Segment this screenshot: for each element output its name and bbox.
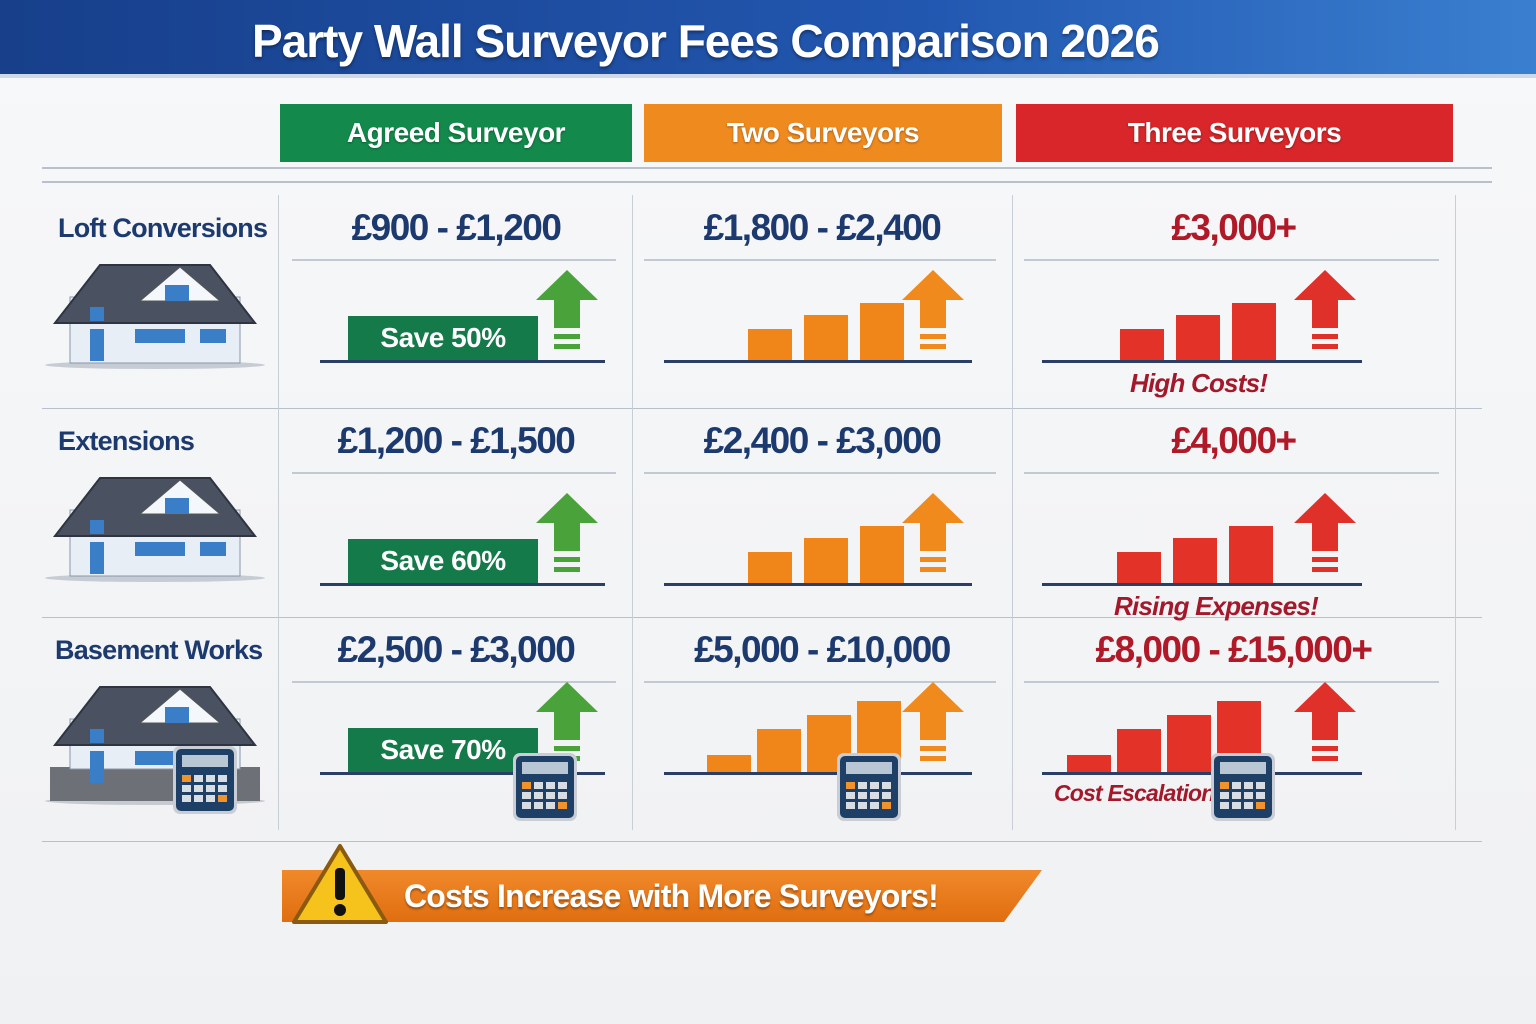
row-divider xyxy=(42,841,1482,842)
chart-baseline xyxy=(664,360,972,363)
house-icon xyxy=(40,470,270,605)
divider xyxy=(292,472,616,474)
page-title: Party Wall Surveyor Fees Comparison 2026 xyxy=(252,15,1160,67)
row-label: Basement Works xyxy=(55,635,263,665)
fee-range: £1,800 - £2,400 xyxy=(703,207,942,248)
cost-bar xyxy=(1167,715,1211,772)
divider xyxy=(1024,472,1439,474)
fee-cell: £2,400 - £3,000 xyxy=(632,408,1012,617)
house-icon xyxy=(40,257,270,392)
column-divider xyxy=(632,195,633,830)
cost-bar xyxy=(1117,552,1161,583)
row-divider xyxy=(42,408,1482,409)
fee-cell: £1,200 - £1,500 Save 60% xyxy=(280,408,632,617)
fee-range: £2,400 - £3,000 xyxy=(703,420,942,461)
calculator-icon xyxy=(512,752,578,827)
chart-baseline xyxy=(1042,583,1362,586)
cost-bar xyxy=(1120,329,1164,360)
savings-badge: Save 60% xyxy=(348,539,538,583)
chart-baseline xyxy=(1042,360,1362,363)
fee-cell: £4,000+ Rising Expenses! xyxy=(1012,408,1455,621)
fee-range: £900 - £1,200 xyxy=(351,207,562,248)
savings-badge: Save 50% xyxy=(348,316,538,360)
calculator-icon xyxy=(836,752,902,827)
calculator-icon xyxy=(172,745,238,820)
row-label: Loft Conversions xyxy=(58,213,268,243)
warning-note: Rising Expenses! xyxy=(1114,591,1319,621)
arrow-up-icon xyxy=(1294,493,1356,586)
cost-bar xyxy=(860,303,904,360)
warning-note: Cost Escalation! xyxy=(1054,780,1222,806)
arrow-up-icon xyxy=(902,270,964,363)
column-divider xyxy=(278,195,279,830)
cost-bar xyxy=(748,552,792,583)
chart-baseline xyxy=(664,583,972,586)
cost-bar xyxy=(860,526,904,583)
cost-bar xyxy=(1067,755,1111,772)
fee-range: £2,500 - £3,000 xyxy=(337,629,576,670)
row-divider xyxy=(42,617,1482,618)
divider xyxy=(42,181,1492,183)
fee-range: £5,000 - £10,000 xyxy=(694,629,951,670)
calculator-icon xyxy=(1210,752,1276,827)
cost-bar xyxy=(1117,729,1161,772)
fee-cell: £1,800 - £2,400 xyxy=(632,195,1012,408)
fee-cell: £3,000+ High Costs! xyxy=(1012,195,1455,408)
column-header-0: Agreed Surveyor xyxy=(280,104,632,162)
arrow-up-icon xyxy=(1294,682,1356,775)
savings-badge: Save 70% xyxy=(348,728,538,772)
title-banner: Party Wall Surveyor Fees Comparison 2026 xyxy=(0,0,1536,78)
divider xyxy=(42,167,1492,169)
footer-banner: Costs Increase with More Surveyors! xyxy=(282,870,1042,922)
cost-bar xyxy=(804,315,848,360)
cost-bar xyxy=(1232,303,1276,360)
warning-note: High Costs! xyxy=(1130,368,1268,398)
fee-cell: £5,000 - £10,000 xyxy=(632,617,1012,832)
divider xyxy=(644,259,996,261)
divider xyxy=(644,681,996,683)
divider xyxy=(644,472,996,474)
row-label: Extensions xyxy=(58,426,195,456)
chart-baseline xyxy=(320,772,605,775)
warning-icon xyxy=(292,844,388,924)
footer-text: Costs Increase with More Surveyors! xyxy=(404,878,939,914)
arrow-up-icon xyxy=(902,682,964,775)
cost-bar xyxy=(1229,526,1273,583)
divider xyxy=(1024,681,1439,683)
cost-bar xyxy=(804,538,848,583)
cost-bar xyxy=(1173,538,1217,583)
fee-range: £8,000 - £15,000+ xyxy=(1095,629,1373,670)
divider xyxy=(292,259,616,261)
fee-cell: £900 - £1,200 Save 50% xyxy=(280,195,632,408)
cost-bar xyxy=(1176,315,1220,360)
fee-cell: £2,500 - £3,000 Save 70% xyxy=(280,617,632,832)
cost-bar xyxy=(707,755,751,772)
column-divider xyxy=(1455,195,1456,830)
chart-baseline xyxy=(664,772,972,775)
column-header-2: Three Surveyors xyxy=(1016,104,1453,162)
column-divider xyxy=(1012,195,1013,830)
fee-range: £1,200 - £1,500 xyxy=(337,420,576,461)
arrow-up-icon xyxy=(1294,270,1356,363)
chart-baseline xyxy=(1042,772,1362,775)
chart-baseline xyxy=(320,360,605,363)
arrow-up-icon xyxy=(902,493,964,586)
fee-cell: £8,000 - £15,000+ Cost Escalation! xyxy=(1012,617,1455,832)
divider xyxy=(1024,259,1439,261)
cost-bar xyxy=(748,329,792,360)
fee-range: £3,000+ xyxy=(1171,207,1297,248)
fee-range: £4,000+ xyxy=(1171,420,1297,461)
column-header-1: Two Surveyors xyxy=(644,104,1002,162)
divider xyxy=(292,681,616,683)
cost-bar xyxy=(757,729,801,772)
arrow-up-icon xyxy=(536,493,598,586)
arrow-up-icon xyxy=(536,270,598,363)
chart-baseline xyxy=(320,583,605,586)
